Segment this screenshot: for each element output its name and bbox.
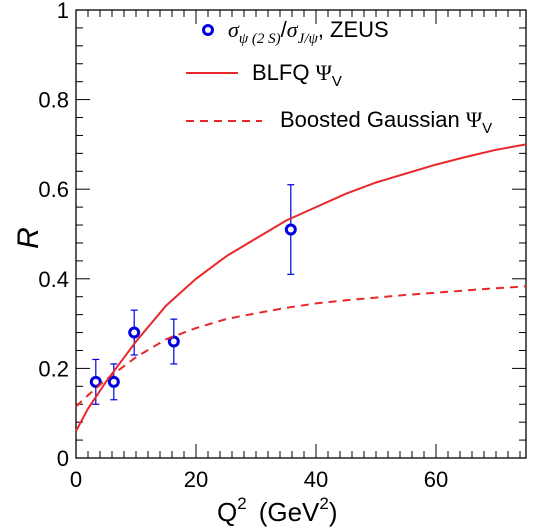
data-point <box>107 375 120 388</box>
axis-tick-labels: 0 20 40 60 0 0.2 0.4 0.6 0.8 1 <box>38 0 448 492</box>
x-axis-label-unit-post: ) <box>329 497 338 527</box>
plot-frame <box>75 9 527 459</box>
x-axis-label-sup: 2 <box>237 494 246 513</box>
y-tick-label: 0.4 <box>38 267 69 292</box>
data-point <box>128 326 141 339</box>
legend-marker-zeus <box>202 24 214 36</box>
x-axis-label: Q2 (GeV2) <box>217 494 338 527</box>
y-tick-label: 0.8 <box>38 88 69 113</box>
legend-entry-zeus: σψ (2 S)/σJ/ψ, ZEUS <box>202 17 389 47</box>
y-tick-label: 1 <box>57 0 69 23</box>
legend-entry-blfq: BLFQ ΨV <box>186 60 342 90</box>
y-tick-label: 0.2 <box>38 356 69 381</box>
legend: σψ (2 S)/σJ/ψ, ZEUS BLFQ ΨV Boosted Gaus… <box>186 17 492 137</box>
axis-ticks <box>75 9 526 459</box>
x-axis-label-unit-pre: (GeV <box>259 497 320 527</box>
x-tick-label: 20 <box>184 467 208 492</box>
legend-entry-boosted-gaussian: Boosted Gaussian ΨV <box>186 107 492 137</box>
boosted-gaussian-curve <box>75 285 527 408</box>
x-axis-label-base: Q <box>217 497 237 527</box>
legend-label-blfq: BLFQ ΨV <box>252 60 342 90</box>
x-tick-label: 60 <box>424 467 448 492</box>
data-point <box>284 223 297 236</box>
x-axis-label-unit-sup: 2 <box>319 494 328 513</box>
y-tick-label: 0 <box>57 446 69 471</box>
blfq-curve <box>75 143 527 432</box>
data-point <box>89 375 102 388</box>
y-tick-label: 0.6 <box>38 177 69 202</box>
x-tick-label: 0 <box>70 467 82 492</box>
data-point <box>167 335 180 348</box>
x-tick-label: 40 <box>304 467 328 492</box>
series-layer <box>75 143 527 432</box>
legend-label-boosted-gaussian: Boosted Gaussian ΨV <box>280 107 492 137</box>
y-axis-label: R <box>12 227 45 249</box>
legend-label-zeus: σψ (2 S)/σJ/ψ, ZEUS <box>228 17 389 47</box>
